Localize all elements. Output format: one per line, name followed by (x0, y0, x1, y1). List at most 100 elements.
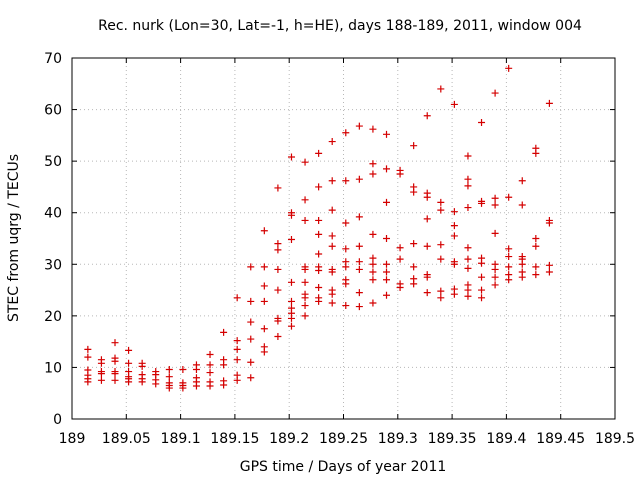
data-point (532, 263, 540, 271)
data-point (450, 208, 458, 216)
data-point (437, 255, 445, 263)
data-point (355, 242, 363, 250)
data-point (383, 276, 391, 284)
data-point (355, 265, 363, 273)
data-point (437, 241, 445, 249)
data-point (287, 297, 295, 305)
data-point (301, 278, 309, 286)
data-point (518, 201, 526, 209)
data-point (464, 244, 472, 252)
data-point (491, 281, 499, 289)
data-point (111, 376, 119, 384)
data-point (491, 194, 499, 202)
data-point (192, 365, 200, 373)
data-point (206, 369, 214, 377)
data-point (301, 158, 309, 166)
data-point (491, 273, 499, 281)
data-point (532, 149, 540, 157)
y-axis-label: STEC from uqrg / TECUs (6, 154, 22, 322)
data-point (518, 260, 526, 268)
data-point (355, 175, 363, 183)
data-point (138, 378, 146, 386)
data-point (450, 222, 458, 230)
data-point (355, 303, 363, 311)
data-point (328, 268, 336, 276)
data-point (206, 361, 214, 369)
data-point (328, 138, 336, 146)
data-point (396, 283, 404, 291)
data-point (247, 374, 255, 382)
data-point (423, 193, 431, 201)
y-tick-label: 40 (44, 206, 62, 222)
data-point (383, 130, 391, 138)
data-point (328, 177, 336, 185)
data-point (355, 213, 363, 221)
data-points-layer (84, 64, 553, 392)
data-point (545, 99, 553, 107)
data-point (247, 263, 255, 271)
data-point (383, 268, 391, 276)
data-point (342, 302, 350, 310)
data-point (301, 312, 309, 320)
data-point (396, 255, 404, 263)
data-point (192, 382, 200, 390)
data-point (152, 380, 160, 388)
y-tick-label: 50 (44, 154, 62, 170)
data-point (342, 129, 350, 137)
data-point (450, 260, 458, 268)
x-tick-label: 189.15 (210, 431, 259, 447)
data-point (410, 142, 418, 150)
data-point (450, 290, 458, 298)
data-point (301, 196, 309, 204)
data-point (260, 297, 268, 305)
data-point (315, 266, 323, 274)
data-point (423, 289, 431, 297)
data-point (111, 357, 119, 365)
data-point (315, 250, 323, 258)
x-tick-label: 189.05 (102, 431, 151, 447)
data-point (287, 236, 295, 244)
data-point (518, 273, 526, 281)
data-point (437, 198, 445, 206)
data-point (491, 89, 499, 97)
data-point (505, 263, 513, 271)
data-point (220, 381, 228, 389)
data-point (84, 353, 92, 361)
data-point (355, 289, 363, 297)
data-point (233, 345, 241, 353)
data-point (355, 258, 363, 266)
data-point (274, 265, 282, 273)
data-point (410, 188, 418, 196)
data-point (437, 294, 445, 302)
data-point (369, 230, 377, 238)
x-tick-label: 189.4 (486, 431, 526, 447)
data-point (383, 235, 391, 242)
data-point (369, 125, 377, 133)
data-point (125, 378, 133, 386)
data-point (328, 242, 336, 250)
data-point (505, 193, 513, 201)
data-point (423, 215, 431, 223)
data-point (233, 376, 241, 384)
data-point (287, 278, 295, 286)
data-point (233, 356, 241, 364)
data-point (464, 292, 472, 300)
data-point (111, 339, 119, 347)
data-point (423, 273, 431, 281)
chart-title: Rec. nurk (Lon=30, Lat=-1, h=HE), days 1… (98, 18, 582, 34)
data-point (478, 259, 486, 267)
x-tick-label: 189 (59, 431, 86, 447)
data-point (423, 242, 431, 250)
data-point (111, 370, 119, 378)
data-point (545, 268, 553, 276)
data-point (450, 100, 458, 108)
data-point (369, 268, 377, 276)
data-point (383, 291, 391, 299)
data-point (315, 149, 323, 157)
data-point (478, 199, 486, 207)
data-point (478, 273, 486, 281)
x-tick-label: 189.5 (595, 431, 635, 447)
data-point (464, 204, 472, 212)
data-point (410, 280, 418, 288)
